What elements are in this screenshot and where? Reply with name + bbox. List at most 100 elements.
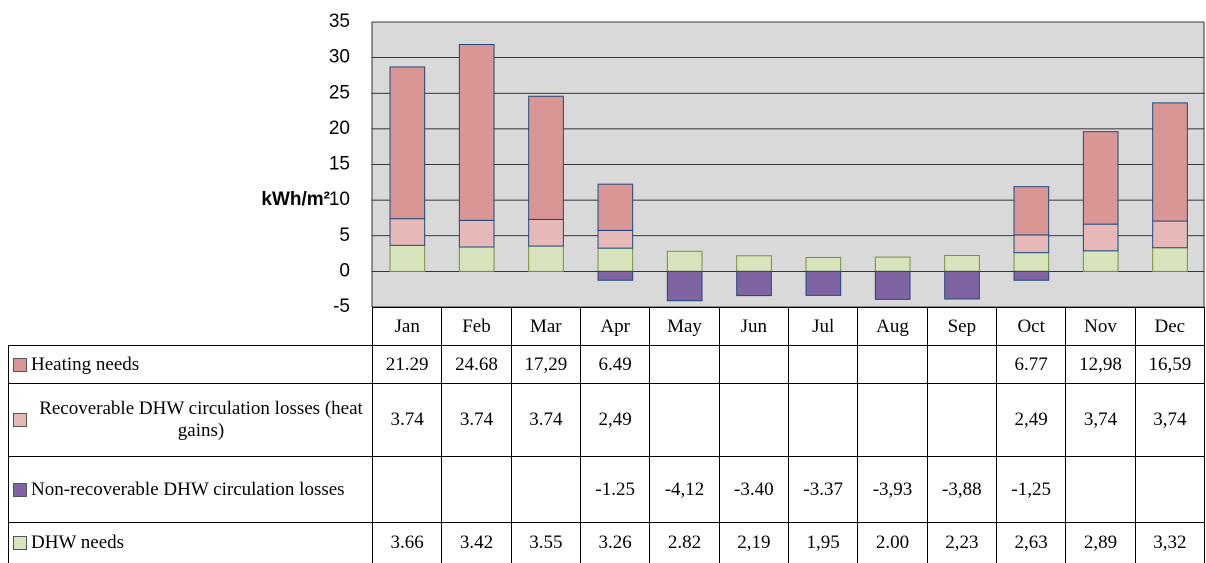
bar-segment	[736, 270, 772, 297]
data-table-value: -1,25	[996, 456, 1067, 523]
data-table-value	[510, 456, 581, 523]
data-table-value: 21.29	[372, 345, 443, 384]
bar-segment	[528, 245, 564, 272]
x-tick-label: Mar	[510, 307, 581, 346]
y-axis-title: kWh/m²	[261, 189, 330, 210]
data-table-value	[649, 383, 720, 457]
x-tick-label: May	[649, 307, 720, 346]
data-table-value: 3.74	[510, 383, 581, 457]
legend-label: Recoverable DHW circulation losses (heat…	[39, 398, 363, 441]
bar-segment	[458, 44, 495, 221]
bar-segment	[389, 244, 426, 272]
y-tick-label: 0	[339, 260, 350, 281]
data-table-value	[718, 383, 789, 457]
bar-segment	[944, 270, 980, 300]
x-tick-label: Apr	[580, 307, 651, 346]
data-table-value: 2,89	[1065, 522, 1136, 563]
x-tick-label: Jun	[718, 307, 789, 346]
data-table-value: 2,63	[996, 522, 1067, 563]
data-table-value: 3.55	[510, 522, 581, 563]
x-tick-label: Jul	[788, 307, 859, 346]
data-table-value	[788, 383, 859, 457]
data-table-value: 16,59	[1134, 345, 1205, 384]
data-table-value: 3.74	[441, 383, 512, 457]
data-table-value	[926, 383, 997, 457]
legend-entry: Non-recoverable DHW circulation losses	[8, 456, 373, 523]
bar-segment	[597, 247, 634, 272]
bar-segment	[597, 183, 634, 231]
bar-segment	[1152, 247, 1188, 272]
data-table-value: 3.66	[372, 522, 443, 563]
data-table-value: 3,32	[1134, 522, 1205, 563]
data-table-value	[857, 345, 928, 384]
bar-segment	[1152, 220, 1188, 249]
y-tick-label: 30	[329, 47, 350, 68]
data-table-value	[372, 456, 443, 523]
data-table-value: 2.00	[857, 522, 928, 563]
data-table-value: 2,19	[718, 522, 789, 563]
bar-segment	[1013, 186, 1050, 236]
data-table-value	[857, 383, 928, 457]
data-table-value: -4,12	[649, 456, 720, 523]
y-tick-label: 35	[329, 11, 350, 32]
legend-entry: Recoverable DHW circulation losses (heat…	[8, 383, 373, 457]
bar-segment	[1082, 131, 1119, 225]
data-table-value: 2,23	[926, 522, 997, 563]
bar-segment	[389, 66, 426, 220]
legend-swatch	[13, 482, 27, 497]
y-tick-label: 5	[339, 225, 350, 246]
data-table-value: 6.77	[996, 345, 1067, 384]
bar-segment	[874, 270, 911, 300]
bar-segment	[597, 270, 634, 281]
legend-entry: Heating needs	[8, 345, 373, 384]
x-tick-label: Feb	[441, 307, 512, 346]
legend-entry: DHW needs	[8, 522, 373, 563]
bar-segment	[666, 270, 703, 302]
bar-segment	[1013, 234, 1050, 254]
bar-segment	[458, 219, 495, 248]
x-tick-label: Aug	[857, 307, 928, 346]
data-table-value	[1065, 456, 1136, 523]
bar-segment	[528, 95, 564, 220]
data-table-value: 2,49	[996, 383, 1067, 457]
bar-segment	[597, 229, 634, 249]
data-table-value	[718, 345, 789, 384]
data-table-value: 2,49	[580, 383, 651, 457]
data-table-value: 3,74	[1065, 383, 1136, 457]
bar-segment	[528, 218, 564, 247]
data-table-value: 1,95	[788, 522, 859, 563]
bar-segment	[805, 256, 842, 272]
y-tick-label: 15	[329, 154, 350, 175]
data-table-value: -3,88	[926, 456, 997, 523]
legend-label: Non-recoverable DHW circulation losses	[31, 478, 345, 500]
y-tick-label: 20	[329, 118, 350, 139]
x-tick-label: Sep	[926, 307, 997, 346]
bar-segment	[389, 218, 426, 246]
data-table-value: -3,93	[857, 456, 928, 523]
legend-label: DHW needs	[31, 532, 125, 553]
legend-swatch	[13, 357, 27, 372]
y-tick-label: 10	[329, 189, 350, 210]
bar-segment	[805, 270, 842, 296]
data-table-value: -3.40	[718, 456, 789, 523]
data-table-value: 3.74	[372, 383, 443, 457]
y-tick-label: 25	[329, 82, 350, 103]
legend-label: Heating needs	[31, 353, 140, 375]
legend-swatch	[13, 536, 27, 550]
data-table-value: -1.25	[580, 456, 651, 523]
data-table-value: 24.68	[441, 345, 512, 384]
legend-swatch	[13, 413, 27, 427]
data-table-value	[1134, 456, 1205, 523]
data-table-value: 3,74	[1134, 383, 1205, 457]
data-table-value: -3.37	[788, 456, 859, 523]
data-table-value	[441, 456, 512, 523]
x-tick-label: Dec	[1134, 307, 1205, 346]
data-table-value: 12,98	[1065, 345, 1136, 384]
x-tick-label: Jan	[372, 307, 443, 346]
bar-segment	[1013, 270, 1050, 281]
bar-segment	[1082, 223, 1119, 252]
data-table-value: 3.42	[441, 522, 512, 563]
x-tick-label: Oct	[996, 307, 1067, 346]
